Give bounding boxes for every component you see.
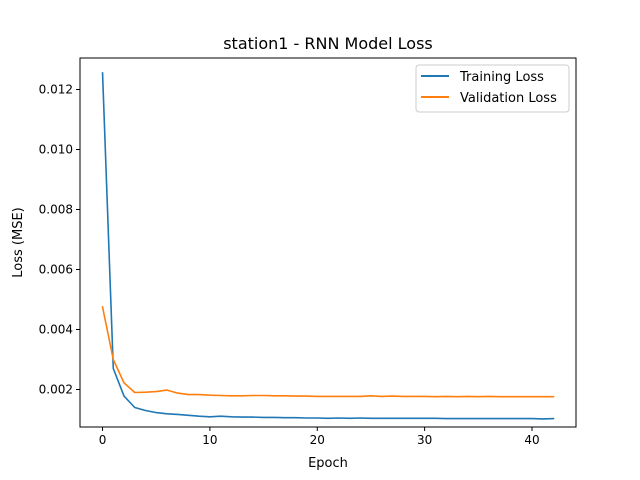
y-tick-label: 0.004 — [39, 323, 73, 337]
y-axis-label: Loss (MSE) — [11, 207, 26, 277]
legend-label-validation-loss: Validation Loss — [460, 91, 557, 106]
legend-label-training-loss: Training Loss — [459, 70, 544, 85]
axes-frame — [79, 57, 577, 428]
chart-title: station1 - RNN Model Loss — [223, 34, 433, 53]
y-tick-label: 0.008 — [39, 203, 73, 217]
legend-box — [415, 64, 570, 113]
series-line-training-loss — [101, 72, 555, 420]
y-tick-label: 0.010 — [39, 143, 73, 157]
series-line-validation-loss — [101, 306, 555, 398]
legend: Training Loss Validation Loss — [415, 64, 570, 113]
x-axis-label: Epoch — [308, 456, 348, 471]
x-tick-label: 30 — [417, 433, 432, 447]
y-tick-label: 0.012 — [39, 83, 73, 97]
plot-area — [101, 72, 555, 420]
x-tick-label: 0 — [99, 433, 107, 447]
x-tick-label: 20 — [310, 433, 325, 447]
y-axis: 0.002 0.004 0.006 0.008 0.010 0.012 — [39, 83, 80, 397]
x-tick-label: 40 — [524, 433, 539, 447]
x-tick-label: 10 — [202, 433, 217, 447]
y-tick-label: 0.002 — [39, 383, 73, 397]
x-axis: 0 10 20 30 40 — [99, 427, 540, 447]
y-tick-label: 0.006 — [39, 263, 73, 277]
